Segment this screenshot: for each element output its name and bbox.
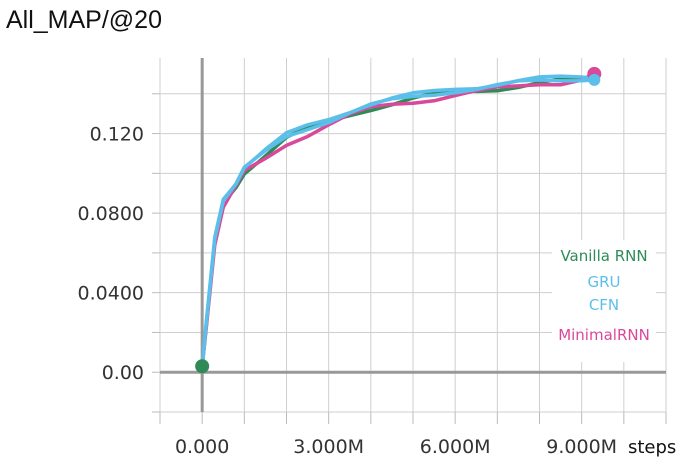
x-tick-label: 9.000M: [546, 436, 617, 458]
y-tick-label: 0.0400: [78, 283, 144, 305]
x-tick-label: 3.000M: [293, 436, 364, 458]
series-end-point: [588, 73, 601, 86]
legend-entry: Vanilla RNN: [560, 247, 647, 265]
legend-box: [552, 240, 656, 362]
series-line: [200, 71, 597, 369]
x-axis-label: steps: [628, 437, 676, 458]
x-tick-label: 0.000: [175, 436, 229, 458]
series-start-point: [195, 359, 210, 374]
legend-entry: CFN: [589, 296, 619, 314]
series-line: [200, 76, 597, 369]
y-tick-label: 0.120: [90, 124, 144, 146]
chart-title: All_MAP/@20: [6, 6, 162, 34]
legend-entry: MinimalRNN: [558, 326, 650, 344]
series-lines: [195, 66, 602, 374]
series-line: [200, 78, 597, 369]
y-tick-label: 0.0800: [78, 203, 144, 225]
legend: Vanilla RNN GRU CFN MinimalRNN: [552, 240, 656, 362]
y-tick-label: 0.00: [102, 362, 144, 384]
legend-entry: GRU: [587, 273, 620, 291]
x-tick-label: 6.000M: [420, 436, 491, 458]
series-line: [200, 74, 597, 369]
tick-labels: 0.00 0.0400 0.0800 0.120 0.000 3.000M 6.000M 9.…: [78, 124, 618, 458]
